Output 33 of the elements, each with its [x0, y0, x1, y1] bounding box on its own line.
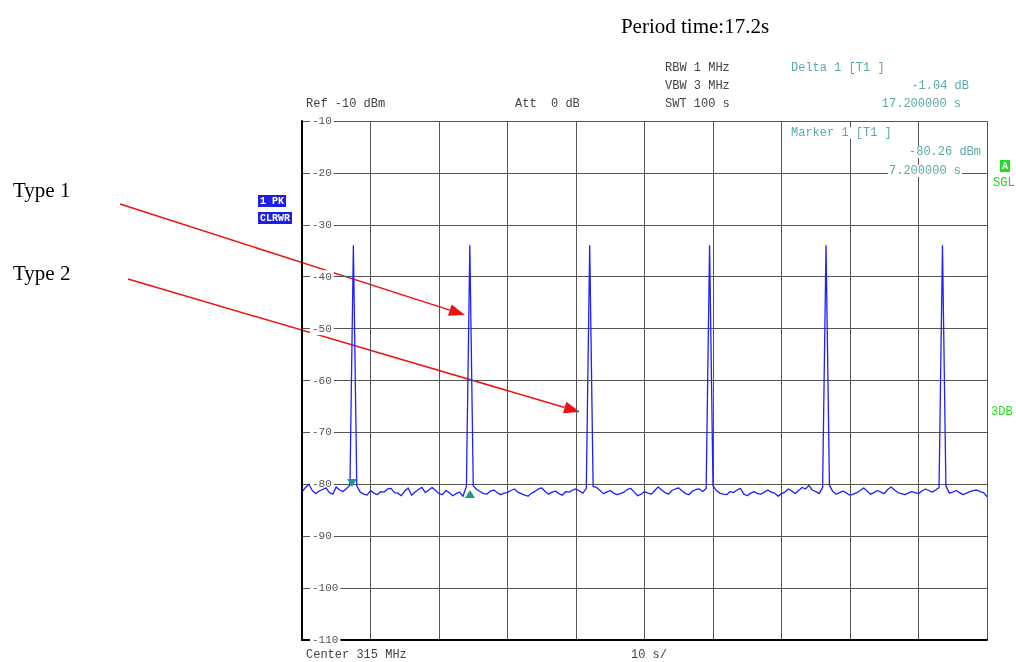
text: CLRWR — [260, 212, 291, 224]
annotation: 7.200000 s — [888, 164, 961, 178]
text: 17.200000 s — [881, 97, 961, 111]
text: SWT 100 s — [665, 97, 730, 111]
y-tick-label: -50 — [312, 322, 332, 335]
text: -1.04 dB — [911, 79, 969, 93]
text: Ref -10 dBm — [306, 97, 386, 111]
y-tick-label: -70 — [312, 426, 332, 439]
text: Type 1 — [13, 178, 71, 202]
line-series — [301, 244, 988, 498]
text: 1 PK — [260, 195, 285, 207]
text: RBW 1 MHz — [665, 61, 730, 75]
text: 3DB — [991, 405, 1013, 419]
y-tick-label: -20 — [312, 166, 332, 179]
text: SGL — [993, 176, 1015, 190]
text: Delta 1 [T1 ] — [791, 61, 885, 75]
y-tick-label: -10 — [312, 115, 332, 127]
y-tick-label: -30 — [312, 218, 332, 231]
y-tick-label: -40 — [312, 270, 332, 283]
y-tick-label: -110 — [312, 634, 339, 646]
text: Type 2 — [13, 261, 71, 285]
text: Center 315 MHz — [306, 648, 407, 662]
y-tick-label: -60 — [312, 374, 332, 387]
y-tick-label: -80 — [312, 478, 332, 491]
text: A — [1002, 160, 1009, 172]
y-tick-label: -90 — [312, 530, 332, 543]
text: VBW 3 MHz — [665, 79, 730, 93]
text: 10 s/ — [631, 648, 668, 662]
annotation: Marker 1 [T1 ] — [791, 126, 892, 140]
annotation: -80.26 dBm — [908, 145, 981, 159]
text: Att 0 dB — [515, 97, 580, 111]
y-tick-label: -100 — [312, 582, 339, 595]
chart-title: Period time:17.2s — [620, 13, 770, 38]
